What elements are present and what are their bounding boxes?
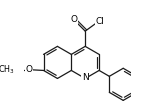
Text: CH$_3$: CH$_3$ (0, 63, 15, 76)
Text: Cl: Cl (95, 17, 104, 26)
Text: N: N (82, 74, 89, 82)
Text: O: O (25, 65, 32, 74)
Text: O: O (70, 15, 77, 24)
